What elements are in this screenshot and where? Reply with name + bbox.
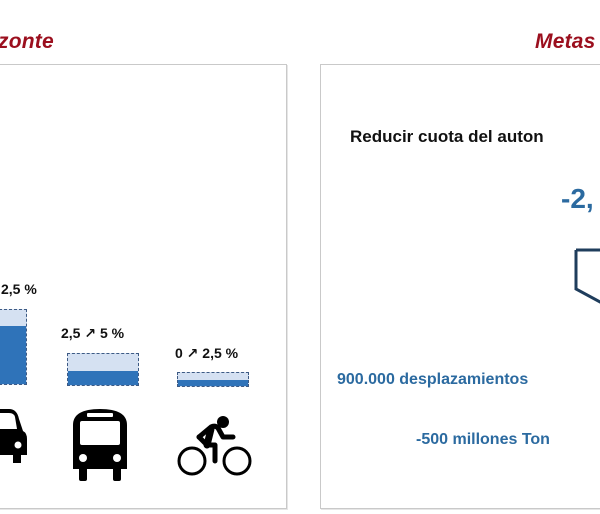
bicycle-share-bar: [177, 372, 249, 387]
bus-share-label: 2,5 ↗ 5 %: [61, 325, 125, 341]
emissions-reduction-text: -500 millones Ton: [416, 431, 550, 448]
car-share-reduction-value: -2,: [561, 183, 594, 214]
trips-reduction-text: 900.000 desplazamientos: [337, 371, 529, 388]
car-share-label: 2,5 %: [1, 281, 37, 297]
down-arrow-icon: [574, 248, 600, 304]
car-share-bar-fill: [0, 326, 26, 384]
goal-heading: Reducir cuota del auton: [350, 127, 544, 146]
left-section-title: zonte: [0, 30, 54, 53]
car-share-bar: [0, 309, 27, 385]
right-section-title: Metas: [535, 30, 596, 53]
mode-share-panel: 2,5 % 2,5 ↗ 5 % 0 ↗ 2,5 %: [0, 64, 287, 509]
bus-share-bar-fill: [68, 371, 138, 385]
goals-panel: Reducir cuota del auton -2, 900.000 desp…: [320, 64, 600, 509]
bus-icon: [73, 409, 127, 481]
bicycle-share-label: 0 ↗ 2,5 %: [175, 345, 239, 361]
bus-share-bar: [67, 353, 139, 386]
car-icon: [0, 409, 27, 463]
bicycle-share-bar-fill: [178, 380, 248, 386]
bicycle-icon: [177, 416, 252, 476]
